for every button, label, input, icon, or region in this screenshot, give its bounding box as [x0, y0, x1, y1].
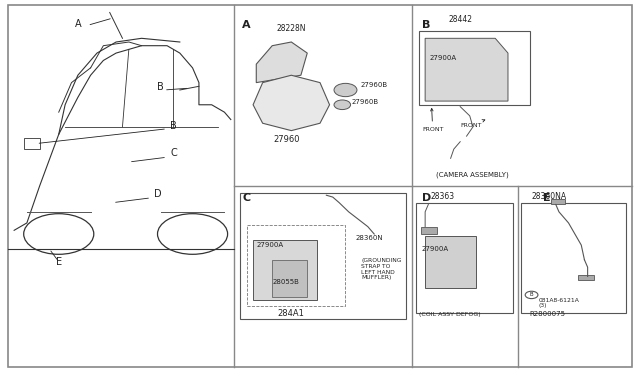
Text: 27900A: 27900A	[256, 242, 284, 248]
Bar	[24, 138, 40, 149]
Text: 28055B: 28055B	[272, 279, 299, 285]
Text: 27900A: 27900A	[422, 246, 449, 251]
Bar	[416, 203, 513, 313]
Text: C: C	[170, 148, 177, 158]
Text: B: B	[530, 292, 533, 298]
Bar	[578, 275, 594, 280]
Text: A: A	[243, 20, 251, 30]
Bar	[521, 203, 626, 313]
Text: 081A8-6121A
(3): 081A8-6121A (3)	[539, 298, 579, 308]
Text: 28442: 28442	[448, 15, 472, 24]
Text: B: B	[170, 121, 177, 131]
Text: 27900A: 27900A	[429, 55, 457, 61]
Text: D: D	[422, 193, 431, 203]
Bar	[253, 240, 317, 301]
Text: A: A	[74, 19, 81, 29]
Bar	[419, 31, 531, 105]
Circle shape	[525, 291, 538, 299]
Circle shape	[334, 83, 357, 97]
Text: C: C	[243, 193, 250, 203]
Polygon shape	[256, 42, 307, 83]
Bar	[272, 260, 307, 297]
Polygon shape	[425, 38, 508, 101]
Text: 28363: 28363	[431, 192, 455, 201]
Text: (GROUNDING
STRAP TO
LEFT HAND
MUFFLER): (GROUNDING STRAP TO LEFT HAND MUFFLER)	[362, 258, 402, 280]
Bar	[420, 227, 436, 234]
Text: 28360N: 28360N	[355, 234, 383, 241]
Bar	[425, 236, 476, 288]
Bar	[246, 225, 346, 306]
Bar	[550, 199, 564, 205]
Text: D: D	[154, 189, 161, 199]
Text: (COIL ASSY DEFOG): (COIL ASSY DEFOG)	[419, 312, 481, 317]
Bar	[241, 193, 406, 319]
Text: R2800075: R2800075	[529, 311, 566, 317]
Text: (CAMERA ASSEMBLY): (CAMERA ASSEMBLY)	[436, 172, 509, 178]
Text: E: E	[56, 257, 62, 267]
Text: E: E	[543, 193, 550, 203]
Text: 27960B: 27960B	[351, 99, 378, 105]
Text: 28228N: 28228N	[276, 24, 306, 33]
Text: FRONT: FRONT	[422, 109, 444, 132]
Text: 27960: 27960	[274, 135, 300, 144]
Polygon shape	[253, 75, 330, 131]
Text: B: B	[157, 82, 164, 92]
Text: FRONT: FRONT	[460, 120, 485, 128]
Text: 27960B: 27960B	[361, 82, 388, 88]
Text: 28360NA: 28360NA	[532, 192, 567, 201]
Text: B: B	[422, 20, 430, 30]
Text: 284A1: 284A1	[278, 309, 305, 318]
Circle shape	[334, 100, 351, 110]
